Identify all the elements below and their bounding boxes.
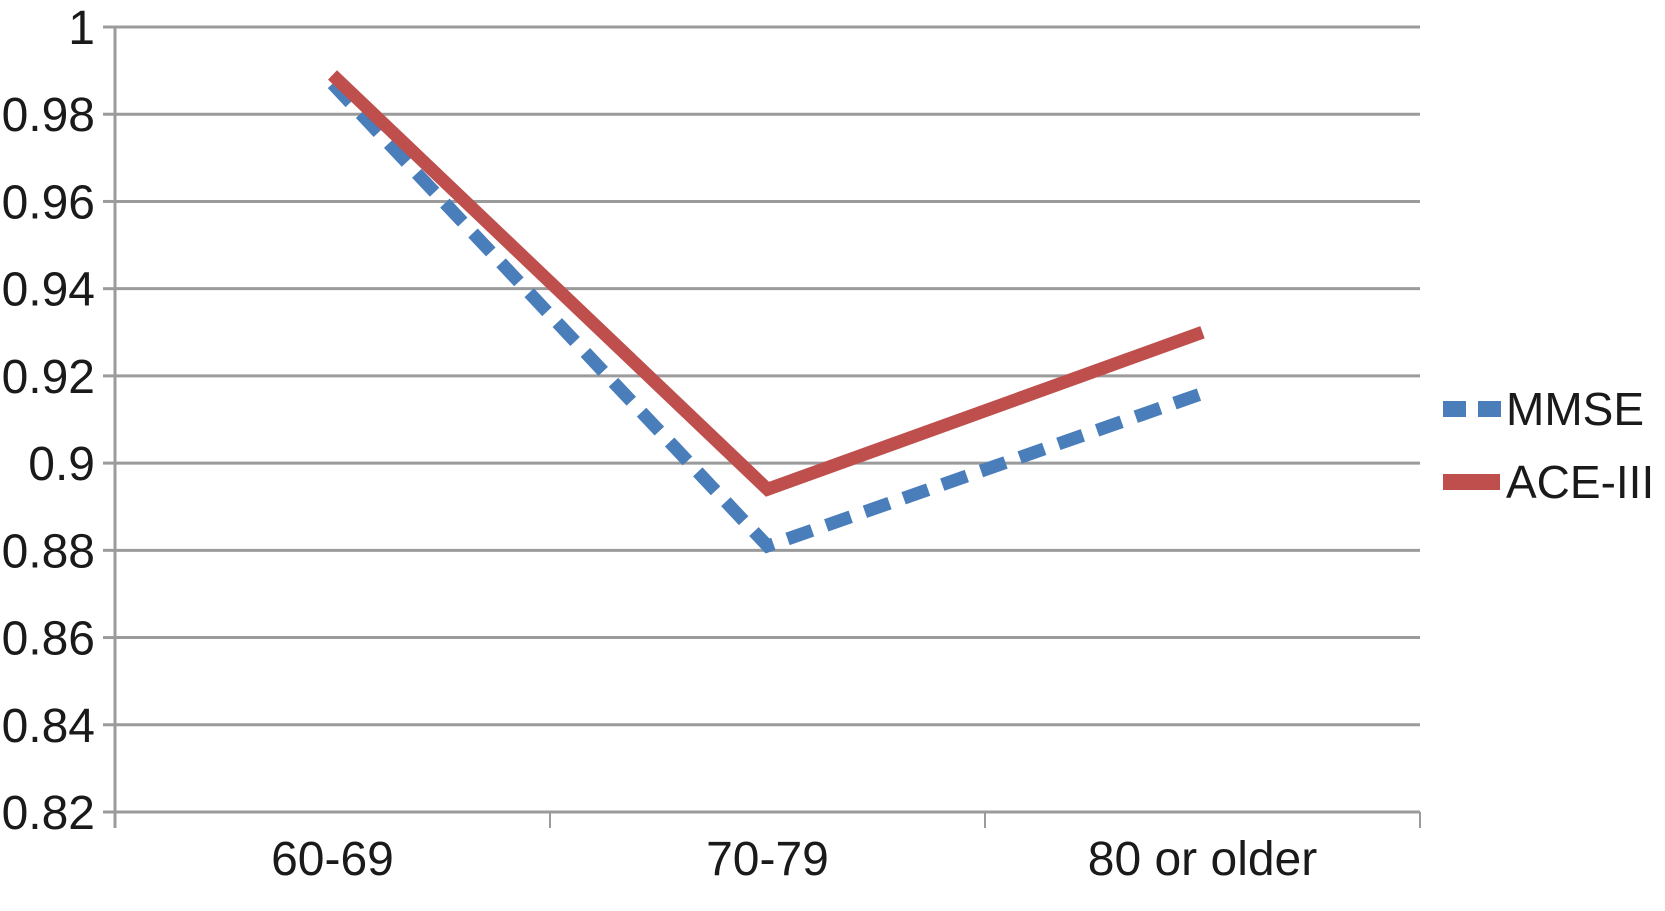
legend-item-ace-iii: ACE-III xyxy=(1443,455,1655,508)
x-tick-label: 60-69 xyxy=(271,833,394,886)
y-tick-label: 0.86 xyxy=(2,613,95,666)
y-tick-label: 0.96 xyxy=(2,176,95,229)
ace-iii-solid-line-swatch-icon xyxy=(1443,473,1501,490)
y-tick-label: 0.82 xyxy=(2,787,95,840)
series-line-mmse xyxy=(327,79,1205,554)
series-line-ace-iii xyxy=(328,70,1205,497)
mmse-dashed-line-swatch-icon xyxy=(1443,401,1501,418)
legend-label-mmse: MMSE xyxy=(1506,383,1644,435)
legend: MMSE ACE-III xyxy=(1443,384,1654,507)
x-tick-label: 70-79 xyxy=(706,833,829,886)
y-tick-label: 0.84 xyxy=(2,700,95,753)
x-tick-label: 80 or older xyxy=(1088,833,1317,886)
legend-item-mmse: MMSE xyxy=(1443,384,1654,435)
y-tick-label: 0.9 xyxy=(28,438,95,491)
y-tick-label: 1 xyxy=(68,2,95,55)
legend-label-ace-iii: ACE-III xyxy=(1506,455,1655,508)
y-tick-label: 0.98 xyxy=(2,89,95,142)
y-tick-label: 0.88 xyxy=(2,525,95,578)
y-tick-label: 0.92 xyxy=(2,351,95,404)
y-tick-label: 0.94 xyxy=(2,264,95,317)
